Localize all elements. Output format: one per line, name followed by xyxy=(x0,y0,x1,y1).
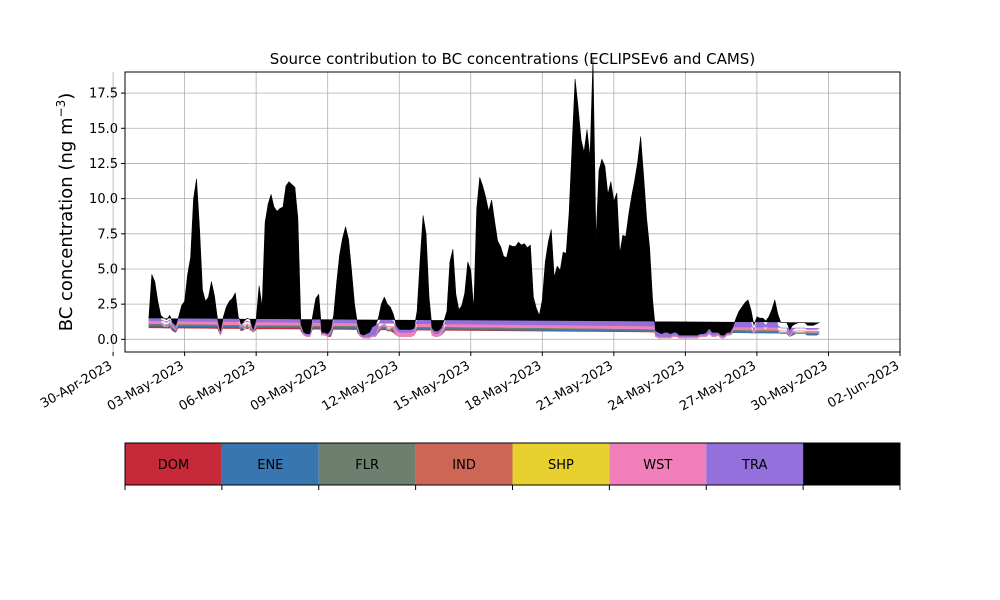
y-tick-label: 15.0 xyxy=(89,122,118,137)
y-tick-label: 7.5 xyxy=(97,227,118,242)
legend-swatch-flr xyxy=(318,443,416,485)
chart-title: Source contribution to BC concentrations… xyxy=(270,50,755,68)
legend-swatch-bb xyxy=(803,443,900,485)
legend-label-tra: TRA xyxy=(741,458,767,473)
area-series-bb xyxy=(148,59,820,336)
legend-frame xyxy=(124,442,901,486)
legend-swatch-dom xyxy=(125,443,222,485)
legend-swatch-ene xyxy=(221,443,319,485)
y-tick-label: 2.5 xyxy=(97,298,118,313)
legend-swatch-shp xyxy=(512,443,610,485)
y-tick-label: 5.0 xyxy=(97,262,118,277)
legend-label-ind: IND xyxy=(452,458,476,473)
legend-swatch-wst xyxy=(609,443,707,485)
y-tick-label: 17.5 xyxy=(89,87,118,102)
legend-label-bb: BB xyxy=(843,458,861,473)
legend-label-flr: FLR xyxy=(355,458,379,473)
legend-swatch-ind xyxy=(415,443,513,485)
legend-label-ene: ENE xyxy=(257,458,283,473)
y-axis-label: BC concentration (ng m−3) xyxy=(54,93,77,332)
y-axis-label-main: BC concentration (ng m xyxy=(56,117,77,331)
y-tick-label: 0.0 xyxy=(97,333,118,348)
legend-label-wst: WST xyxy=(643,458,672,473)
legend-label-shp: SHP xyxy=(548,458,574,473)
source-colorbar-legend: DOM ENE FLR IND SHP WST TRA BB xyxy=(124,442,901,490)
stacked-areas xyxy=(148,59,820,339)
y-tick-label: 12.5 xyxy=(89,157,118,172)
y-axis-label-close: ) xyxy=(56,93,77,100)
legend-label-dom: DOM xyxy=(158,458,189,473)
y-axis-label-exponent: −3 xyxy=(54,100,68,118)
plot-frame xyxy=(124,71,901,353)
legend-swatch-tra xyxy=(706,443,804,485)
y-tick-label: 10.0 xyxy=(89,192,118,207)
